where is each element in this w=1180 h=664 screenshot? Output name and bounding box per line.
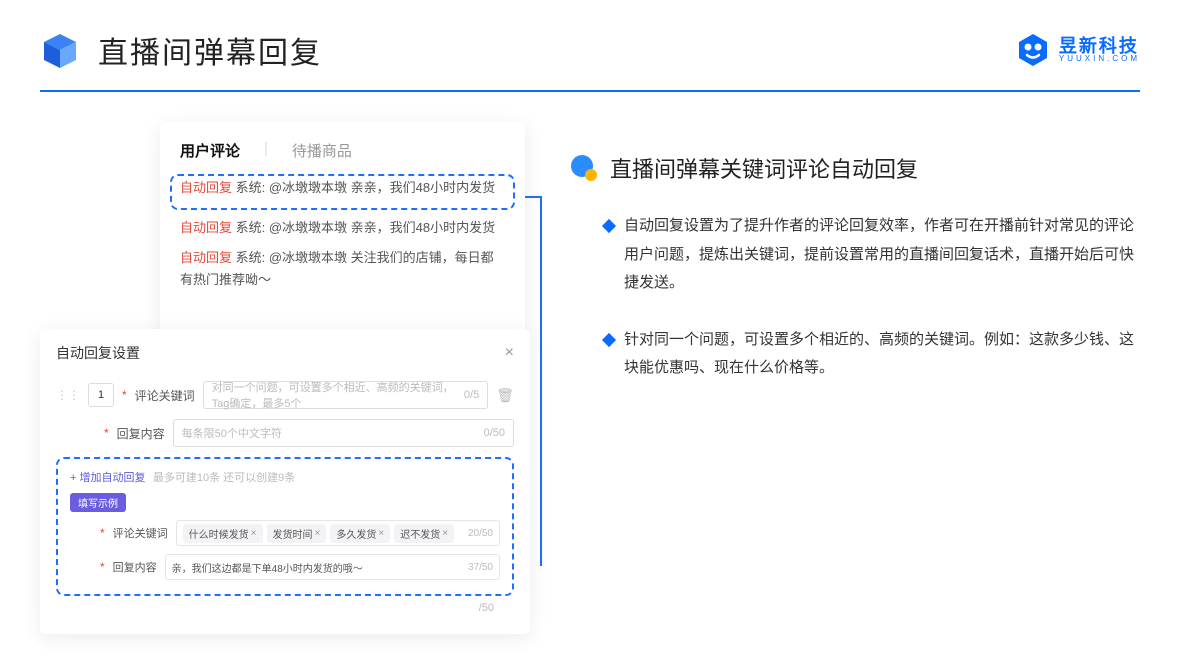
bullet-text: 针对同一个问题，可设置多个相近的、高频的关键词。例如：这款多少钱、这块能优惠吗、… bbox=[624, 326, 1140, 383]
bullet-item: 针对同一个问题，可设置多个相近的、高频的关键词。例如：这款多少钱、这块能优惠吗、… bbox=[604, 326, 1140, 383]
under-counter: /50 bbox=[56, 602, 514, 614]
placeholder-text: 每条限50个中文字符 bbox=[182, 425, 282, 441]
section-head: 直播间弹幕关键词评论自动回复 bbox=[570, 152, 1140, 184]
logo-cn: 昱新科技 bbox=[1059, 37, 1140, 55]
keyword-label: 评论关键词 bbox=[135, 387, 195, 404]
page-title: 直播间弹幕回复 bbox=[98, 28, 322, 72]
header: 直播间弹幕回复 昱新科技 YUUXIN.COM bbox=[0, 0, 1180, 72]
tab-products[interactable]: 待播商品 bbox=[292, 140, 352, 161]
comment-row: 自动回复 系统: @冰墩墩本墩 亲亲，我们48小时内发货 bbox=[180, 177, 505, 199]
tab-comments[interactable]: 用户评论 bbox=[180, 140, 240, 161]
right-column: 直播间弹幕关键词评论自动回复 自动回复设置为了提升作者的评论回复效率，作者可在开… bbox=[570, 122, 1140, 634]
comment-text: 系统: @冰墩墩本墩 亲亲，我们48小时内发货 bbox=[236, 180, 496, 195]
example-reply-row: * 回复内容 亲，我们这边都是下单48小时内发货的哦～ 37/50 bbox=[70, 554, 500, 580]
add-hint: 最多可建10条 还可以创建9条 bbox=[153, 472, 295, 484]
auto-reply-tag: 自动回复 bbox=[180, 250, 232, 265]
counter: 0/5 bbox=[464, 389, 479, 401]
required-icon: * bbox=[100, 526, 105, 540]
connector-line bbox=[540, 196, 542, 566]
section-title: 直播间弹幕关键词评论自动回复 bbox=[610, 152, 918, 184]
add-reply-link[interactable]: + 增加自动回复 bbox=[70, 472, 145, 484]
required-icon: * bbox=[122, 388, 127, 402]
close-icon[interactable]: × bbox=[505, 344, 514, 362]
tag: 迟不发货× bbox=[394, 524, 454, 543]
comment-row: 自动回复 系统: @冰墩墩本墩 关注我们的店铺，每日都有热门推荐呦～ bbox=[180, 247, 505, 291]
form-row-keyword: ⋮⋮ 1 * 评论关键词 对同一个问题，可设置多个相近、高频的关键词，Tag确定… bbox=[56, 381, 514, 409]
bullet-item: 自动回复设置为了提升作者的评论回复效率，作者可在开播前针对常见的评论用户问题，提… bbox=[604, 212, 1140, 298]
bullet-text: 自动回复设置为了提升作者的评论回复效率，作者可在开播前针对常见的评论用户问题，提… bbox=[624, 212, 1140, 298]
comment-text: 系统: @冰墩墩本墩 亲亲，我们48小时内发货 bbox=[236, 220, 496, 235]
keyword-input[interactable]: 对同一个问题，可设置多个相近、高频的关键词，Tag确定，最多5个 0/5 bbox=[203, 381, 489, 409]
auto-reply-tag: 自动回复 bbox=[180, 180, 232, 195]
comment-row: 自动回复 系统: @冰墩墩本墩 亲亲，我们48小时内发货 bbox=[180, 217, 505, 239]
left-column: 用户评论 | 待播商品 自动回复 系统: @冰墩墩本墩 亲亲，我们48小时内发货… bbox=[40, 122, 540, 634]
tab-separator: | bbox=[264, 140, 268, 161]
settings-header: 自动回复设置 × bbox=[56, 343, 514, 371]
tag: 发货时间× bbox=[267, 524, 327, 543]
auto-reply-tag: 自动回复 bbox=[180, 220, 232, 235]
reply-input[interactable]: 每条限50个中文字符 0/50 bbox=[173, 419, 514, 447]
reply-label: 回复内容 bbox=[117, 425, 165, 442]
tag-close-icon[interactable]: × bbox=[251, 528, 257, 539]
example-kw-label: 评论关键词 bbox=[113, 525, 168, 541]
index-box: 1 bbox=[88, 383, 114, 407]
tag-close-icon[interactable]: × bbox=[442, 528, 448, 539]
counter: 20/50 bbox=[468, 528, 493, 539]
trash-icon[interactable]: 🗑 bbox=[496, 387, 514, 404]
tabs: 用户评论 | 待播商品 bbox=[180, 140, 505, 161]
chat-icon bbox=[570, 154, 598, 182]
logo-icon bbox=[1015, 32, 1051, 68]
settings-title: 自动回复设置 bbox=[56, 343, 140, 363]
example-reply-label: 回复内容 bbox=[113, 559, 157, 575]
settings-card: 自动回复设置 × ⋮⋮ 1 * 评论关键词 对同一个问题，可设置多个相近、高频的… bbox=[40, 329, 530, 634]
example-kw-input[interactable]: 什么时候发货× 发货时间× 多久发货× 迟不发货× 20/50 bbox=[176, 520, 500, 546]
placeholder-text: 对同一个问题，可设置多个相近、高频的关键词，Tag确定，最多5个 bbox=[212, 379, 464, 411]
required-icon: * bbox=[100, 560, 105, 574]
comments-card: 用户评论 | 待播商品 自动回复 系统: @冰墩墩本墩 亲亲，我们48小时内发货… bbox=[160, 122, 525, 339]
example-badge: 填写示例 bbox=[70, 493, 126, 512]
logo-en: YUUXIN.COM bbox=[1059, 55, 1140, 63]
cube-icon bbox=[40, 30, 80, 70]
logo-group: 昱新科技 YUUXIN.COM bbox=[1015, 32, 1140, 68]
diamond-icon bbox=[602, 332, 616, 346]
counter: 37/50 bbox=[468, 562, 493, 573]
tag: 什么时候发货× bbox=[183, 524, 263, 543]
example-highlight-box: + 增加自动回复 最多可建10条 还可以创建9条 填写示例 * 评论关键词 什么… bbox=[56, 457, 514, 596]
required-icon: * bbox=[104, 426, 109, 440]
bullet-list: 自动回复设置为了提升作者的评论回复效率，作者可在开播前针对常见的评论用户问题，提… bbox=[570, 212, 1140, 383]
title-group: 直播间弹幕回复 bbox=[40, 28, 322, 72]
counter: 0/50 bbox=[484, 427, 505, 439]
diamond-icon bbox=[602, 219, 616, 233]
drag-handle-icon[interactable]: ⋮⋮ bbox=[56, 388, 80, 402]
example-reply-input[interactable]: 亲，我们这边都是下单48小时内发货的哦～ 37/50 bbox=[165, 554, 500, 580]
tag-close-icon[interactable]: × bbox=[378, 528, 384, 539]
example-reply-text: 亲，我们这边都是下单48小时内发货的哦～ bbox=[172, 560, 363, 575]
tag: 多久发货× bbox=[330, 524, 390, 543]
form-row-reply: * 回复内容 每条限50个中文字符 0/50 bbox=[56, 419, 514, 447]
tag-close-icon[interactable]: × bbox=[315, 528, 321, 539]
example-keyword-row: * 评论关键词 什么时候发货× 发货时间× 多久发货× 迟不发货× 20/50 bbox=[70, 520, 500, 546]
